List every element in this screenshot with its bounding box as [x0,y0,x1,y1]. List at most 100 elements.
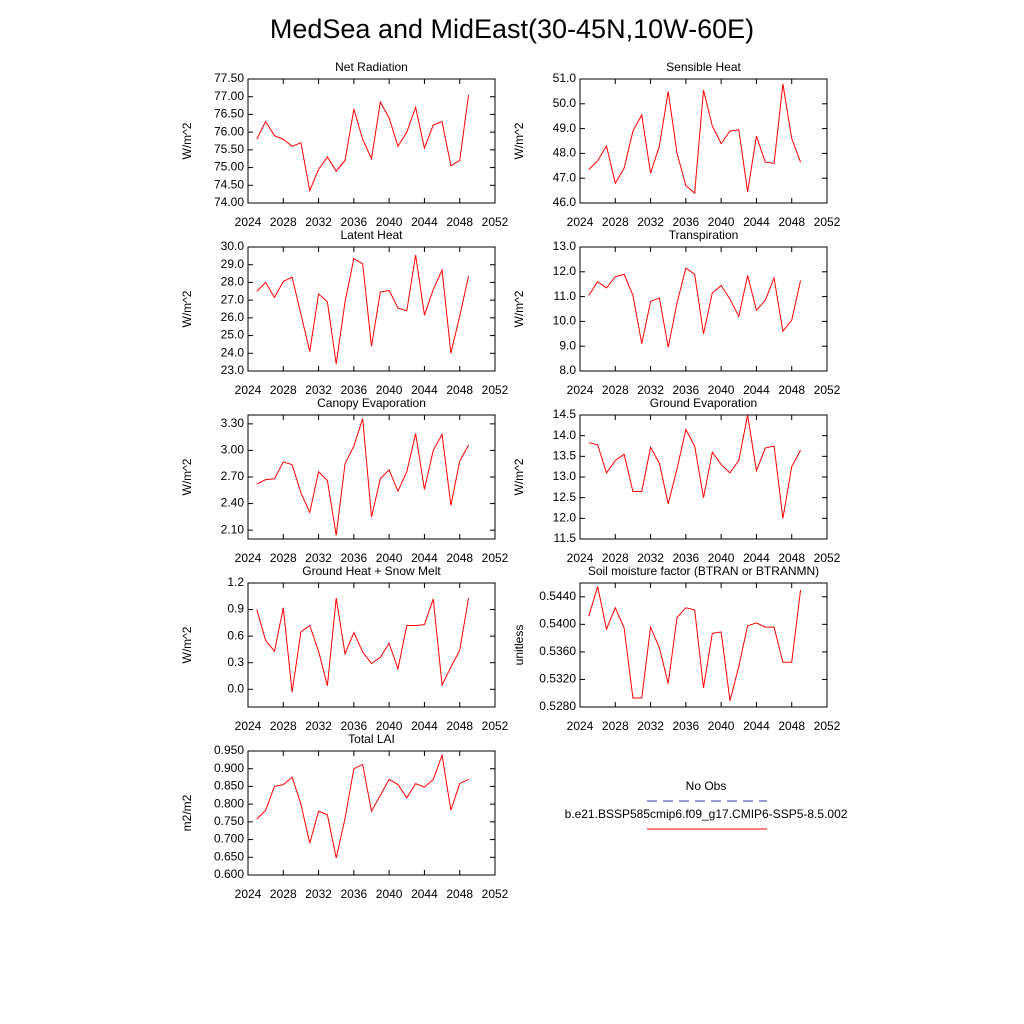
x-tick-label: 2024 [567,383,594,397]
x-tick-label: 2048 [446,887,473,901]
y-tick-label: 0.5400 [539,617,576,631]
x-tick-label: 2036 [341,719,368,733]
panel-title: Net Radiation [335,60,408,74]
y-tick-label: 77.50 [214,71,244,85]
plot-frame [247,414,496,540]
y-tick-label: 9.0 [559,338,576,352]
y-tick-label: 48.0 [553,146,577,160]
data-line [256,597,470,693]
y-tick-label: 23.0 [221,363,245,377]
x-tick-label: 2036 [673,719,700,733]
y-tick-label: 3.30 [221,416,245,430]
y-tick-label: 13.0 [553,469,577,483]
x-tick-label: 2048 [446,383,473,397]
x-tick-label: 2024 [567,215,594,229]
x-tick-label: 2024 [235,383,262,397]
y-tick-label: 13.0 [553,239,577,253]
x-tick-label: 2048 [778,215,805,229]
x-tick-label: 2028 [270,215,297,229]
data-line [256,753,469,859]
panel-title: Ground Heat + Snow Melt [302,564,441,578]
y-axis-label: W/m^2 [180,458,194,495]
x-tick-label: 2032 [305,383,332,397]
x-tick-label: 2032 [637,551,664,565]
x-tick-label: 2032 [305,551,332,565]
data-line [588,83,802,195]
x-tick-label: 2040 [708,383,735,397]
y-tick-label: 47.0 [553,170,577,184]
data-line [588,414,801,519]
y-tick-label: 0.0 [227,681,244,695]
y-tick-label: 0.5360 [539,644,576,658]
y-tick-label: 0.850 [214,779,244,793]
y-tick-label: 11.5 [554,531,577,545]
x-tick-label: 2032 [637,719,664,733]
x-tick-label: 2052 [482,719,509,733]
x-tick-label: 2044 [411,719,438,733]
plot-frame [579,414,828,540]
x-tick-label: 2028 [602,719,629,733]
y-tick-label: 77.00 [214,89,244,103]
y-tick-label: 3.00 [221,443,245,457]
y-tick-label: 0.650 [214,849,244,863]
y-tick-label: 0.900 [214,761,244,775]
y-tick-label: 46.0 [553,195,577,209]
y-tick-label: 2.70 [221,469,245,483]
y-tick-label: 74.50 [214,177,244,191]
y-tick-label: 30.0 [221,239,245,253]
x-tick-label: 2024 [235,719,262,733]
y-tick-label: 8.0 [559,363,576,377]
y-axis-label: unitless [512,625,526,666]
x-tick-label: 2044 [411,551,438,565]
x-tick-label: 2040 [376,551,403,565]
y-tick-label: 2.40 [221,496,245,510]
y-tick-label: 12.0 [553,264,577,278]
x-tick-label: 2040 [376,383,403,397]
y-tick-label: 51.0 [553,71,577,85]
data-line [588,267,802,348]
panel-title: Transpiration [669,228,739,242]
x-tick-label: 2024 [567,719,594,733]
legend-label: b.e21.BSSP585cmip6.f09_g17.CMIP6-SSP5-8.… [565,807,848,821]
y-tick-label: 25.0 [221,328,245,342]
y-tick-label: 0.750 [214,814,244,828]
panel-title: Total LAI [348,732,395,746]
y-axis-label: W/m^2 [512,290,526,327]
x-tick-label: 2032 [637,215,664,229]
y-axis-label: W/m^2 [180,122,194,159]
x-tick-label: 2052 [814,551,841,565]
y-axis-label: W/m^2 [180,290,194,327]
x-tick-label: 2036 [341,215,368,229]
plot-frame [579,246,828,372]
x-tick-label: 2048 [446,215,473,229]
y-tick-label: 29.0 [221,257,245,271]
y-tick-label: 12.5 [553,490,577,504]
y-tick-label: 50.0 [553,96,577,110]
plot-frame [247,750,496,876]
y-tick-label: 26.0 [221,310,245,324]
x-tick-label: 2024 [235,215,262,229]
x-tick-label: 2048 [778,719,805,733]
x-tick-label: 2032 [305,215,332,229]
x-tick-label: 2036 [341,887,368,901]
y-tick-label: 0.950 [214,743,244,757]
y-tick-label: 0.700 [214,832,244,846]
panel-title: Canopy Evaporation [317,396,426,410]
y-tick-label: 0.5280 [539,699,576,713]
x-tick-label: 2028 [270,383,297,397]
x-tick-label: 2028 [270,719,297,733]
x-tick-label: 2044 [411,383,438,397]
panel-title: Sensible Heat [666,60,741,74]
x-tick-label: 2028 [602,383,629,397]
data-line [256,418,469,536]
x-tick-label: 2032 [637,383,664,397]
panel-title: Latent Heat [340,228,403,242]
x-tick-label: 2044 [743,383,770,397]
x-tick-label: 2040 [376,719,403,733]
y-tick-label: 0.3 [227,655,244,669]
y-tick-label: 10.0 [553,314,577,328]
figure-title: MedSea and MidEast(30-45N,10W-60E) [270,14,754,44]
y-tick-label: 13.5 [553,449,577,463]
